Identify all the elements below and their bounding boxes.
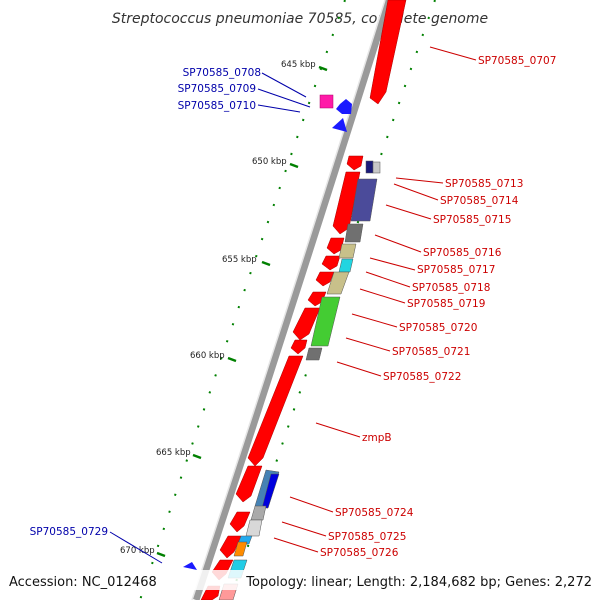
gene-arrow-h[interactable] xyxy=(229,511,251,533)
gene-labels-forward: SP70585_0707 SP70585_0713 SP70585_0714 S… xyxy=(320,55,556,559)
gene-arrow-a[interactable] xyxy=(326,237,345,255)
gene-arrow-g[interactable] xyxy=(235,465,263,503)
gene-label-0722[interactable]: SP70585_0722 xyxy=(383,371,461,383)
gene-arrow-d[interactable] xyxy=(307,291,327,307)
box-0722[interactable] xyxy=(305,347,323,361)
arrow-0710-blue[interactable] xyxy=(332,118,347,132)
gene-arrow-c[interactable] xyxy=(315,271,335,287)
gene-arrow-0711[interactable] xyxy=(346,155,364,171)
genome-backbone xyxy=(191,0,393,600)
topology-text: Topology: linear; Length: 2,184,682 bp; … xyxy=(245,575,592,590)
kbp-label-655: 655 kbp xyxy=(222,255,257,265)
kbp-labels: 645 kbp 650 kbp 655 kbp 660 kbp 665 kbp … xyxy=(120,60,316,556)
gene-label-0729[interactable]: SP70585_0729 xyxy=(30,526,108,538)
gene-label-0720[interactable]: SP70585_0720 xyxy=(399,322,477,334)
gene-label-0726[interactable]: SP70585_0726 xyxy=(320,547,399,559)
gene-labels-reverse: SP70585_0708 SP70585_0709 SP70585_0710 S… xyxy=(30,67,261,538)
gene-label-zmpB[interactable]: zmpB xyxy=(362,432,392,444)
kbp-label-665: 665 kbp xyxy=(156,448,191,458)
gene-arrow-b[interactable] xyxy=(321,255,341,271)
box-0726-orange[interactable] xyxy=(233,541,248,557)
accession-text: Accession: NC_012468 xyxy=(9,575,157,590)
reverse-features xyxy=(183,94,352,570)
leader-lines-reverse xyxy=(109,72,311,564)
box-0725-grey[interactable] xyxy=(250,505,267,521)
box-0708-magenta[interactable] xyxy=(319,94,334,109)
gene-arrow-0712[interactable] xyxy=(332,171,361,235)
gene-label-0717[interactable]: SP70585_0717 xyxy=(417,264,495,276)
box-0720[interactable] xyxy=(310,296,341,347)
gene-arrow-e[interactable] xyxy=(292,307,321,341)
gene-label-0715[interactable]: SP70585_0715 xyxy=(433,214,511,226)
gene-label-0724[interactable]: SP70585_0724 xyxy=(335,507,414,519)
gene-label-0716[interactable]: SP70585_0716 xyxy=(423,247,502,259)
box-0724-dark[interactable] xyxy=(261,473,280,509)
kbp-label-670: 670 kbp xyxy=(120,546,155,556)
arrow-0709-blue[interactable] xyxy=(336,99,352,114)
box-0716[interactable] xyxy=(344,223,364,243)
kbp-ticks xyxy=(156,65,328,558)
box-0719[interactable] xyxy=(326,271,350,295)
box-0717[interactable] xyxy=(338,243,357,259)
leader-lines-forward xyxy=(273,46,477,553)
gene-label-0710[interactable]: SP70585_0710 xyxy=(178,100,256,112)
box-0718[interactable] xyxy=(338,258,354,273)
gene-arrow-0707[interactable] xyxy=(369,0,407,105)
gene-label-0718[interactable]: SP70585_0718 xyxy=(412,282,490,294)
gene-label-0709[interactable]: SP70585_0709 xyxy=(178,83,256,95)
gene-label-0707[interactable]: SP70585_0707 xyxy=(478,55,556,67)
forward-feature-boxes xyxy=(218,160,381,600)
gene-arrow-i[interactable] xyxy=(219,535,242,559)
kbp-label-660: 660 kbp xyxy=(190,351,225,361)
gene-label-0714[interactable]: SP70585_0714 xyxy=(440,195,519,207)
gene-label-0713[interactable]: SP70585_0713 xyxy=(445,178,523,190)
kbp-label-650: 650 kbp xyxy=(252,157,287,167)
gene-label-0708[interactable]: SP70585_0708 xyxy=(183,67,261,79)
box-0725-lt[interactable] xyxy=(245,519,263,537)
box-0715[interactable] xyxy=(350,178,378,222)
map-title: Streptococcus pneumoniae 70585, complete… xyxy=(112,11,488,27)
box-0713-navy[interactable] xyxy=(365,160,374,174)
footer-backdrop xyxy=(0,570,600,590)
gene-arrow-f[interactable] xyxy=(290,339,308,355)
gene-label-0725[interactable]: SP70585_0725 xyxy=(328,531,406,543)
arrow-0729-blue[interactable] xyxy=(183,562,197,570)
forward-cds-track xyxy=(200,0,407,600)
gene-arrow-zmpB[interactable] xyxy=(247,355,304,467)
box-0713-grey[interactable] xyxy=(372,161,381,174)
gene-label-0719[interactable]: SP70585_0719 xyxy=(407,298,485,310)
kbp-label-645: 645 kbp xyxy=(281,60,316,70)
gene-label-0721[interactable]: SP70585_0721 xyxy=(392,346,470,358)
